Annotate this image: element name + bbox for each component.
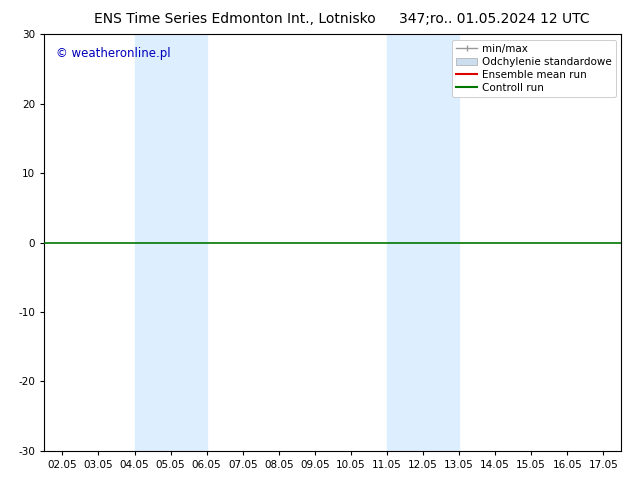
- Bar: [134, 34, 207, 451]
- Legend: min/max, Odchylenie standardowe, Ensemble mean run, Controll run: min/max, Odchylenie standardowe, Ensembl…: [452, 40, 616, 97]
- Text: 347;ro.. 01.05.2024 12 UTC: 347;ro.. 01.05.2024 12 UTC: [399, 12, 590, 26]
- Text: ENS Time Series Edmonton Int., Lotnisko: ENS Time Series Edmonton Int., Lotnisko: [94, 12, 375, 26]
- Bar: [387, 34, 459, 451]
- Text: © weatheronline.pl: © weatheronline.pl: [56, 47, 171, 60]
